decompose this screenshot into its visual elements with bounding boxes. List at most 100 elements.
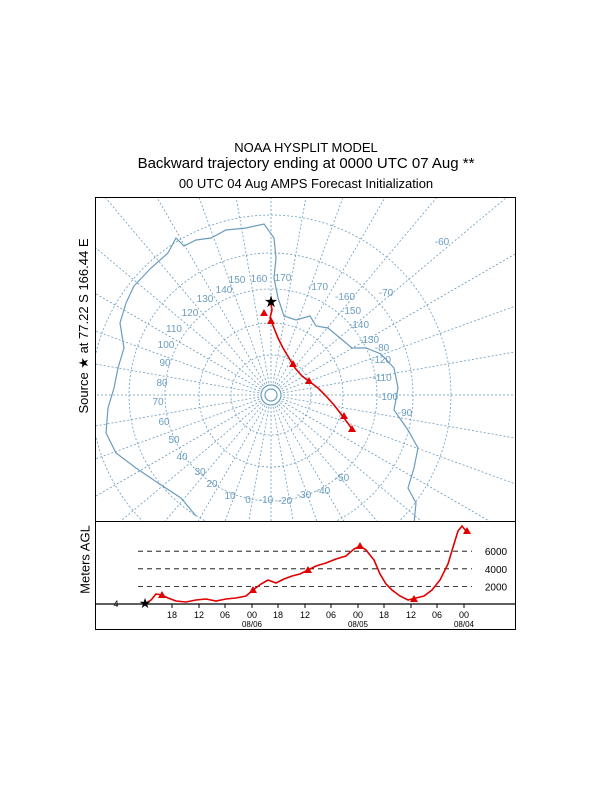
meridian-label: -10 (259, 495, 274, 506)
trajectory-marker (340, 412, 348, 419)
hour-label: 06 (326, 610, 336, 620)
height-marker (249, 586, 257, 593)
meridian-line (282, 396, 515, 439)
map-canvas: -60-70-80-90-100-110-120-130-140-150-160… (96, 198, 515, 521)
hour-label: 12 (194, 610, 204, 620)
profile-canvas: 6000 4000 2000 18 12 06 00 18 12 06 00 18 12 06 00 08… (96, 524, 515, 629)
meridian-line (272, 406, 294, 521)
trajectory-markers (260, 309, 356, 432)
height-label: 4000 (485, 565, 508, 576)
meridian-line (282, 305, 515, 392)
latitude-circle (96, 214, 452, 521)
hour-label: 00 (353, 610, 363, 620)
source-star: ★ (264, 294, 278, 311)
meridian-label: 170 (275, 273, 292, 284)
meridian-label: 30 (194, 467, 206, 478)
hour-label: 18 (379, 610, 389, 620)
meridian-line (281, 400, 491, 521)
meridian-label: -140 (349, 320, 369, 331)
meridian-label: 140 (216, 285, 233, 296)
meridian-line (281, 253, 515, 390)
height-marker (158, 591, 166, 598)
meridian-label: -50 (335, 473, 350, 484)
profile-y-axis-label: Meters AGL (77, 525, 93, 594)
hour-label: 12 (406, 610, 416, 620)
meridian-label: 110 (166, 324, 182, 335)
trajectory-path (269, 303, 353, 430)
meridian-label: -80 (375, 343, 390, 354)
meridian-line (274, 198, 344, 384)
meridian-label: -90 (398, 408, 413, 419)
meridian-label: -150 (341, 306, 361, 317)
meridian-line (276, 405, 345, 521)
height-marker (410, 595, 418, 602)
meridian-label: 90 (159, 358, 171, 369)
trajectory-map: -60 -70 -80 -90 -100 -110 -120 -130 -140 -150 -160… (95, 197, 516, 522)
height-profile-line (144, 524, 467, 605)
height-marker (304, 566, 312, 573)
date-label: 08/06 (242, 620, 263, 629)
hour-labels: 18 12 06 00 18 12 06 00 18 12 06 00 (167, 610, 469, 620)
hour-label: 18 (167, 610, 177, 620)
meridian-label: 20 (206, 479, 218, 490)
height-labels: 6000 4000 2000 (485, 547, 508, 593)
hour-label: 06 (432, 610, 442, 620)
meridian-label: -70 (379, 288, 394, 299)
meridian-label: 70 (152, 397, 164, 408)
meridian-label: 120 (182, 308, 199, 319)
meridian-line (278, 198, 437, 387)
meridian-label: -160 (335, 292, 355, 303)
meridian-label: -170 (308, 282, 328, 293)
hour-label: 00 (459, 610, 469, 620)
meridian-line (279, 198, 507, 388)
left-tick-label: 4 (113, 599, 118, 609)
height-profile-markers (158, 527, 471, 602)
meridian-label: 80 (156, 378, 168, 389)
latitude-circle (198, 322, 344, 468)
meridian-label: 60 (158, 417, 170, 428)
meridian-line (164, 403, 264, 521)
trajectory-marker (305, 377, 313, 384)
height-profile: 6000 4000 2000 18 12 06 00 18 12 06 00 18 12 06 00 08… (95, 521, 516, 630)
meridian-label: 0 (245, 495, 251, 506)
lat-lon-grid (96, 198, 515, 521)
meridian-label: -30 (297, 490, 312, 501)
height-marker (463, 527, 471, 534)
latitude-circle (260, 384, 282, 406)
height-label: 2000 (485, 582, 508, 593)
meridian-label: -20 (278, 496, 293, 507)
hour-label: 06 (220, 610, 230, 620)
date-labels: 08/06 08/05 08/04 (242, 620, 475, 629)
model-title: NOAA HYSPLIT MODEL (234, 140, 378, 155)
meridian-line (197, 405, 266, 521)
meridian-label: 100 (158, 340, 175, 351)
meridian-label: -130 (359, 335, 379, 346)
meridian-line (279, 402, 422, 521)
time-ticks (171, 604, 465, 608)
trajectory-marker (348, 425, 356, 432)
meridian-line (96, 396, 260, 427)
meridian-label: -120 (371, 355, 391, 366)
forecast-init-title: 00 UTC 04 Aug AMPS Forecast Initializati… (178, 176, 434, 191)
meridian-label: -100 (378, 392, 398, 403)
meridian-label: -110 (372, 373, 392, 384)
meridian-line (224, 406, 268, 521)
source-location-label: Source ★ at 77.22 S 166.44 E (76, 238, 91, 414)
meridian-label: -40 (316, 486, 331, 497)
hour-label: 12 (300, 610, 310, 620)
latitude-circle (264, 388, 278, 402)
hour-label: 18 (273, 610, 283, 620)
trajectory-title: Backward trajectory ending at 0000 UTC 0… (137, 155, 475, 172)
meridian-label: 40 (176, 452, 188, 463)
height-gridlines (138, 550, 472, 587)
trajectory-marker (267, 317, 275, 324)
meridian-line (282, 351, 515, 394)
meridian-labels: -60-70-80-90-100-110-120-130-140-150-160… (152, 237, 449, 507)
meridian-line (278, 403, 378, 521)
meridian-line (235, 198, 270, 384)
height-marker (356, 542, 364, 549)
meridian-line (198, 198, 268, 384)
height-label: 6000 (485, 547, 508, 558)
meridian-label: 10 (224, 491, 236, 502)
trajectory-marker (289, 360, 297, 367)
